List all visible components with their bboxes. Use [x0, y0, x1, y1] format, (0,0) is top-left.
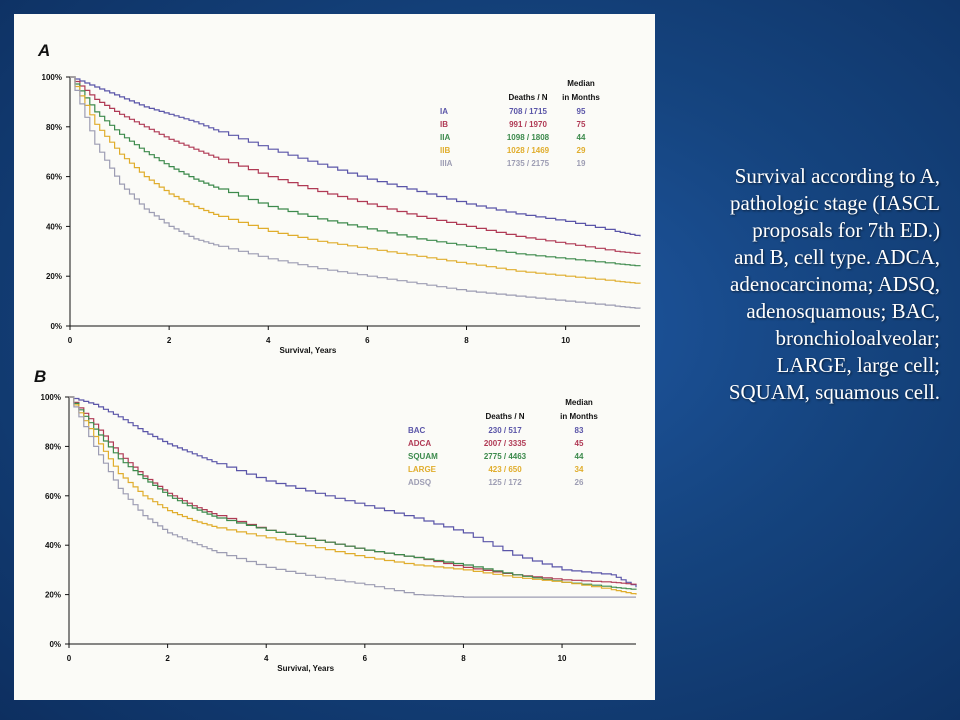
- y-tick-label: 100%: [41, 393, 61, 402]
- legend-series-name: IIB: [440, 146, 450, 155]
- legend-median-months: 95: [577, 107, 586, 116]
- survival-curve-iib: [70, 76, 641, 284]
- y-tick-label: 60%: [45, 492, 61, 501]
- y-tick-label: 20%: [46, 272, 62, 281]
- x-tick-label: 6: [363, 654, 368, 663]
- legend-series-name: IIA: [440, 133, 450, 142]
- legend-deaths-n: 1028 / 1469: [507, 146, 550, 155]
- x-tick-label: 10: [561, 336, 570, 345]
- x-tick-label: 6: [365, 336, 370, 345]
- legend-series-name: IB: [440, 120, 448, 129]
- legend-series-name: SQUAM: [408, 452, 438, 461]
- legend-series-name: ADSQ: [408, 478, 431, 487]
- caption-line: adenocarcinoma; ADSQ,: [730, 272, 940, 296]
- legend-median-months: 29: [577, 146, 586, 155]
- legend-header-median: Median: [565, 398, 593, 407]
- caption-line: Survival according to A,: [734, 164, 940, 188]
- y-tick-label: 80%: [45, 442, 61, 451]
- x-tick-label: 8: [464, 336, 469, 345]
- survival-curve-ib: [70, 76, 641, 254]
- legend-deaths-n: 708 / 1715: [509, 107, 547, 116]
- y-tick-label: 20%: [45, 591, 61, 600]
- survival-curve-ia: [70, 76, 641, 237]
- survival-curve-squam: [69, 396, 637, 590]
- caption: Survival according to A, pathologic stag…: [662, 163, 940, 406]
- y-tick-label: 100%: [42, 73, 62, 82]
- caption-line: pathologic stage (IASCL: [730, 191, 940, 215]
- y-tick-label: 0%: [49, 640, 61, 649]
- legend-series-name: IA: [440, 107, 448, 116]
- x-tick-label: 4: [264, 654, 269, 663]
- x-axis-title: Survival, Years: [280, 346, 337, 355]
- legend-deaths-n: 1735 / 2175: [507, 159, 550, 168]
- legend-deaths-n: 1098 / 1808: [507, 133, 550, 142]
- legend-header-median-unit: in Months: [562, 93, 600, 102]
- x-tick-label: 0: [67, 654, 72, 663]
- legend-series-name: BAC: [408, 426, 426, 435]
- legend-series-name: LARGE: [408, 465, 437, 474]
- x-tick-label: 0: [68, 336, 73, 345]
- legend-series-name: IIIA: [440, 159, 453, 168]
- legend-deaths-n: 230 / 517: [488, 426, 522, 435]
- legend-series-name: ADCA: [408, 439, 431, 448]
- legend-deaths-n: 991 / 1970: [509, 120, 547, 129]
- legend-median-months: 75: [577, 120, 586, 129]
- caption-line: bronchioloalveolar;: [775, 326, 940, 350]
- legend-header-deaths: Deaths / N: [508, 93, 547, 102]
- survival-curve-large: [69, 396, 637, 595]
- y-tick-label: 40%: [46, 222, 62, 231]
- caption-line: LARGE, large cell;: [776, 353, 940, 377]
- survival-curve-iiia: [70, 76, 641, 309]
- legend-header-deaths: Deaths / N: [485, 412, 524, 421]
- x-tick-label: 8: [461, 654, 466, 663]
- legend-median-months: 44: [575, 452, 584, 461]
- caption-line: adenosquamous; BAC,: [746, 299, 940, 323]
- legend-median-months: 83: [575, 426, 584, 435]
- legend-header-median: Median: [567, 79, 595, 88]
- legend-deaths-n: 125 / 172: [488, 478, 522, 487]
- survival-curve-bac: [69, 396, 637, 588]
- legend-deaths-n: 423 / 650: [488, 465, 522, 474]
- legend-median-months: 45: [575, 439, 584, 448]
- y-tick-label: 0%: [50, 322, 62, 331]
- survival-curve-adsq: [69, 396, 636, 598]
- legend-median-months: 19: [577, 159, 586, 168]
- legend-median-months: 44: [577, 133, 586, 142]
- x-tick-label: 2: [167, 336, 172, 345]
- legend-deaths-n: 2775 / 4463: [484, 452, 527, 461]
- legend-median-months: 34: [575, 465, 584, 474]
- y-tick-label: 60%: [46, 173, 62, 182]
- y-tick-label: 80%: [46, 123, 62, 132]
- caption-line: proposals for 7th ED.): [752, 218, 940, 242]
- x-axis-title: Survival, Years: [277, 664, 334, 673]
- legend-median-months: 26: [575, 478, 584, 487]
- survival-curve-adca: [69, 396, 637, 585]
- panel-label: A: [37, 41, 50, 60]
- survival-curve-iia: [70, 76, 641, 267]
- figure-panel: A 0% 20% 40% 60% 80% 100% 0 2 4 6 8 10 Survival, Year…: [14, 14, 655, 700]
- legend-deaths-n: 2007 / 3335: [484, 439, 527, 448]
- caption-line: and B, cell type. ADCA,: [734, 245, 940, 269]
- panel-label: B: [34, 367, 46, 386]
- legend-header-median-unit: in Months: [560, 412, 598, 421]
- caption-line: SQUAM, squamous cell.: [728, 380, 940, 404]
- x-tick-label: 4: [266, 336, 271, 345]
- x-tick-label: 10: [558, 654, 567, 663]
- x-tick-label: 2: [165, 654, 170, 663]
- y-tick-label: 40%: [45, 541, 61, 550]
